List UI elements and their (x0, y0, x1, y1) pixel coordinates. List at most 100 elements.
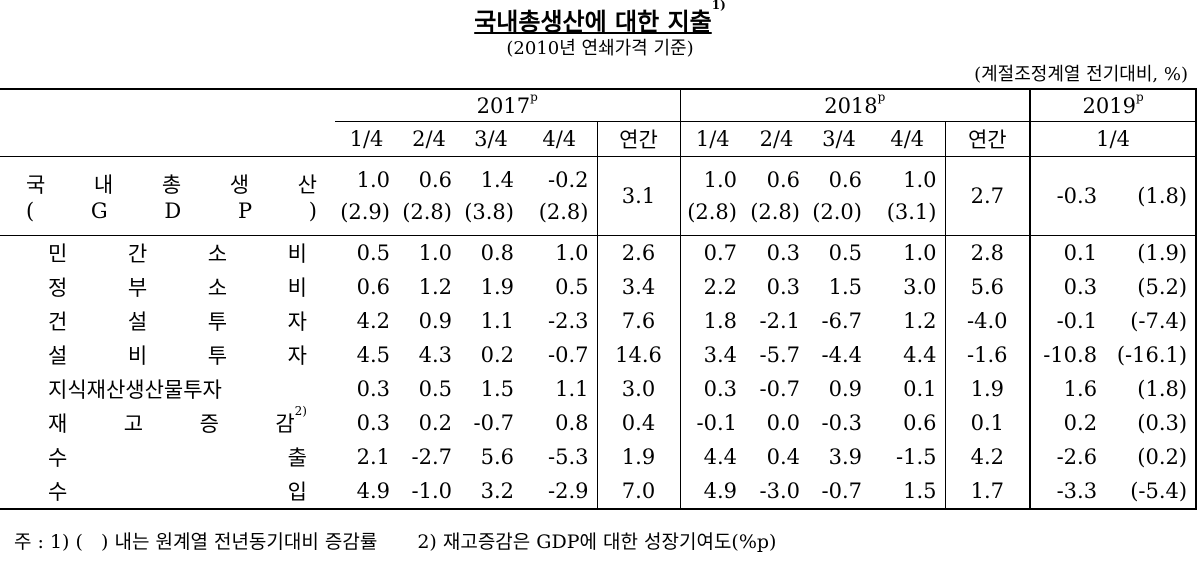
cell: 1.0 (903, 241, 937, 265)
cell: 0.3 (1029, 270, 1106, 304)
cell: 1.1 (555, 377, 589, 401)
cell: 3.4 (596, 270, 680, 304)
cell: 1.9 (596, 440, 680, 474)
cell-line: (2.8) (538, 200, 589, 224)
row-label-text: 민 간 소 비 (48, 242, 307, 266)
cell: -2.6 (1029, 440, 1106, 474)
row-label-text: 지식재산생산물투자 (48, 378, 222, 402)
row-label-text: 건 설 투 자 (48, 306, 307, 336)
period-header: 1/4 (335, 121, 398, 157)
cell: (-16.1) (1105, 338, 1198, 372)
cell: 1.5 (828, 275, 862, 299)
cell-line: 0.6 (766, 168, 800, 192)
period-header: 연간 (596, 121, 680, 157)
row-label: 정 부 소 비 (0, 270, 335, 304)
row-note: 2) (294, 404, 307, 418)
row-label-text: 수 출 (48, 446, 307, 470)
cell: 0.3 (679, 372, 745, 406)
row-label: 지식재산생산물투자 (0, 372, 335, 406)
cell: 0.4 (766, 445, 800, 469)
cell: (-7.4) (1105, 304, 1198, 338)
unit: (계절조정계열 전기대비, %) (974, 64, 1188, 85)
cell: -0.7 (759, 377, 801, 401)
cell: 1.9 (480, 275, 514, 299)
cell: 3.4 (679, 338, 745, 372)
data-row: 민 간 소 비 0.5 1.0 0.8 1.0 2.6 0.7 0.3 0.5 1.0 2.8 0.1… (0, 235, 1198, 271)
data-row: 재 고 증 감2) 0.3 0.2 -0.7 0.8 0.4 -0.1 0.0 -0.3 0.6 0… (0, 404, 1198, 440)
row-label-line: ( G D P ) (26, 199, 317, 223)
data-row: 설 비 투 자 4.5 4.3 0.2 -0.7 14.6 3.4 -5.7 -4.4 4.4 -1… (0, 338, 1198, 372)
year-note: p (877, 89, 886, 104)
cell: -0.1 (1029, 304, 1106, 338)
cell: 0.7 (679, 235, 745, 270)
cell: 0.5 (555, 275, 589, 299)
period-header: 2/4 (745, 121, 808, 157)
cell: 4.4 (679, 440, 745, 474)
cell: 0.8 (480, 241, 514, 265)
year-header: 2017p (335, 88, 680, 122)
year-note: p (530, 89, 538, 104)
cell: 1.2 (903, 309, 937, 333)
row-label-text: 재 고 증 감2) (48, 404, 307, 438)
cell: 1.5 (480, 377, 514, 401)
cell-line: 1.4 (480, 168, 514, 192)
cell: 4.5 (356, 343, 390, 367)
cell: 0.2 (418, 411, 452, 435)
cell: 0.5 (356, 241, 390, 265)
data-row: 정 부 소 비 0.6 1.2 1.9 0.5 3.4 2.2 0.3 1.5 3.0 5.6 0.3… (0, 270, 1198, 304)
year-note: p (1135, 89, 1144, 104)
cell-line: 0.6 (418, 168, 452, 192)
cell: -2.1 (759, 309, 801, 333)
cell: -0.3 (821, 411, 863, 435)
subtitle: (2010년 연쇄가격 기준) (506, 38, 694, 59)
cell: -1.0 (398, 474, 460, 510)
period-header: 4/4 (522, 121, 597, 157)
cell: 0.6 (903, 411, 937, 435)
period-header: 1/4 (1029, 121, 1198, 157)
cell: -10.8 (1029, 338, 1106, 372)
row-label-text: 정 부 소 비 (48, 272, 307, 302)
cell: 2.8 (944, 235, 1031, 270)
cell: 0.3 (766, 241, 800, 265)
cell: (1.8) (1105, 156, 1198, 236)
cell: 0.4 (596, 406, 680, 440)
cell: -0.3 (1029, 156, 1106, 236)
cell: (-5.4) (1105, 474, 1198, 510)
cell: -0.7 (473, 411, 515, 435)
cell: -2.9 (522, 474, 597, 510)
cell: 7.6 (596, 304, 680, 338)
cell: 1.5 (870, 474, 945, 510)
period-header: 2/4 (398, 121, 460, 157)
cell: 4.9 (679, 474, 745, 510)
row-label: 민 간 소 비 (0, 236, 335, 271)
cell: -0.7 (548, 343, 589, 367)
cell: 2.2 (679, 270, 745, 304)
cell: 0.6 (2.8) (745, 156, 808, 236)
cell: 0.3 (356, 411, 390, 435)
cell: (1.9) (1105, 235, 1198, 270)
cell: -4.4 (821, 343, 863, 367)
cell: 3.1 (596, 156, 680, 236)
cell: 3.0 (596, 372, 680, 406)
year-header: 2018p (679, 88, 1031, 122)
title-note: 1) (711, 0, 726, 12)
cell: 5.6 (944, 270, 1031, 304)
corner-cell (0, 88, 335, 157)
title-text: 국내총생산에 대한 지출 (474, 7, 712, 36)
cell: -4.0 (944, 304, 1031, 338)
cell: 1.1 (480, 309, 514, 333)
cell-line: (2.8) (687, 200, 737, 224)
cell-line: 1.0 (703, 168, 737, 192)
cell-line: 1.0 (356, 168, 390, 192)
row-label-line: 국 내 총 생 산 (26, 173, 317, 197)
row-label-text: 건 설 투 자 (48, 310, 307, 334)
cell: 0.3 (766, 275, 800, 299)
cell: -3.0 (745, 474, 808, 510)
cell-line: (3.8) (464, 200, 514, 224)
cell: 0.2 (1029, 406, 1106, 440)
footnote: 2) 재고증감은 GDP에 대한 성장기여도(%p) (417, 531, 777, 553)
cell: 4.3 (418, 343, 452, 367)
cell: 0.9 (828, 377, 862, 401)
cell-line: 1.0 (903, 168, 937, 192)
period-header: 3/4 (808, 121, 870, 157)
